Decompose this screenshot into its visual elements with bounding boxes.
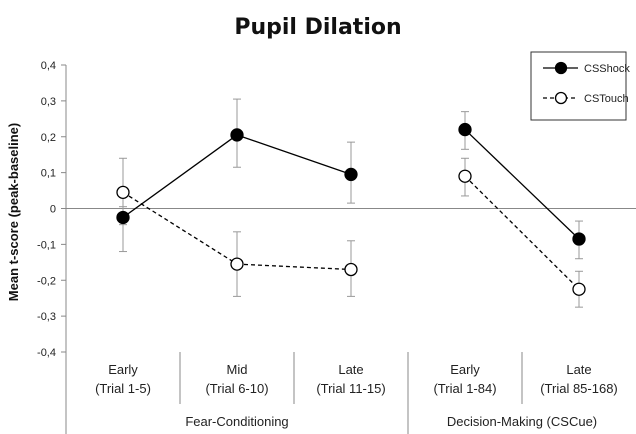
- data-point-cstouch: [230, 257, 244, 271]
- series-line-cstouch: [122, 191, 238, 265]
- y-tick-label: 0,2: [41, 132, 56, 144]
- series-line-csshock: [122, 134, 238, 218]
- y-tick-label: -0,1: [37, 239, 56, 251]
- axes: 0,4 0,3 0,2 0,1 0 -0,1 -0,2 -0,3 -0,4 Early (Trial…: [37, 60, 636, 434]
- category-label: Mid: [227, 362, 248, 377]
- data-point-cstouch: [116, 185, 130, 200]
- group-label: Fear-Conditioning: [185, 414, 288, 429]
- data-point-csshock: [458, 122, 472, 137]
- category-label: Late: [566, 362, 591, 377]
- y-axis-label: Mean t-score (peak-baseline): [6, 123, 21, 301]
- category-sublabel: (Trial 11-15): [316, 381, 385, 396]
- y-tick-label: 0,3: [41, 96, 56, 108]
- y-tick-label: -0,2: [37, 275, 56, 287]
- y-tick-label: 0,4: [41, 60, 56, 72]
- category-sublabel: (Trial 1-84): [433, 381, 496, 396]
- group-label: Decision-Making (CSCue): [447, 414, 597, 429]
- legend: CSShock CSTouch: [530, 51, 630, 121]
- category-sublabel: (Trial 6-10): [205, 381, 268, 396]
- data-point-cstouch: [458, 169, 472, 183]
- category-sublabel: (Trial 85-168): [540, 381, 618, 396]
- y-tick-label: 0: [50, 204, 56, 216]
- data-point-cstouch: [572, 282, 586, 296]
- y-tick-label: 0,1: [41, 168, 56, 180]
- series-markers: [116, 122, 586, 296]
- data-point-csshock: [230, 128, 244, 142]
- legend-label: CSShock: [584, 63, 630, 75]
- data-point-cstouch: [344, 262, 358, 277]
- data-point-csshock: [572, 232, 586, 246]
- legend-label: CSTouch: [584, 93, 629, 105]
- series-lines: [122, 129, 580, 290]
- category-label: Early: [108, 362, 138, 377]
- legend-marker: [554, 91, 568, 105]
- legend-box: [530, 51, 627, 121]
- series-line-csshock: [236, 134, 352, 176]
- category-label: Late: [338, 362, 363, 377]
- chart-title: Pupil Dilation: [234, 15, 401, 40]
- category-label: Early: [450, 362, 480, 377]
- series-line-cstouch: [464, 175, 580, 290]
- y-tick-label: -0,4: [37, 347, 56, 359]
- category-sublabel: (Trial 1-5): [95, 381, 151, 396]
- legend-marker: [554, 61, 568, 75]
- data-point-csshock: [116, 210, 130, 225]
- series-line-cstouch: [236, 263, 352, 271]
- data-point-csshock: [344, 167, 358, 182]
- y-tick-label: -0,3: [37, 311, 56, 323]
- series-line-csshock: [464, 129, 580, 240]
